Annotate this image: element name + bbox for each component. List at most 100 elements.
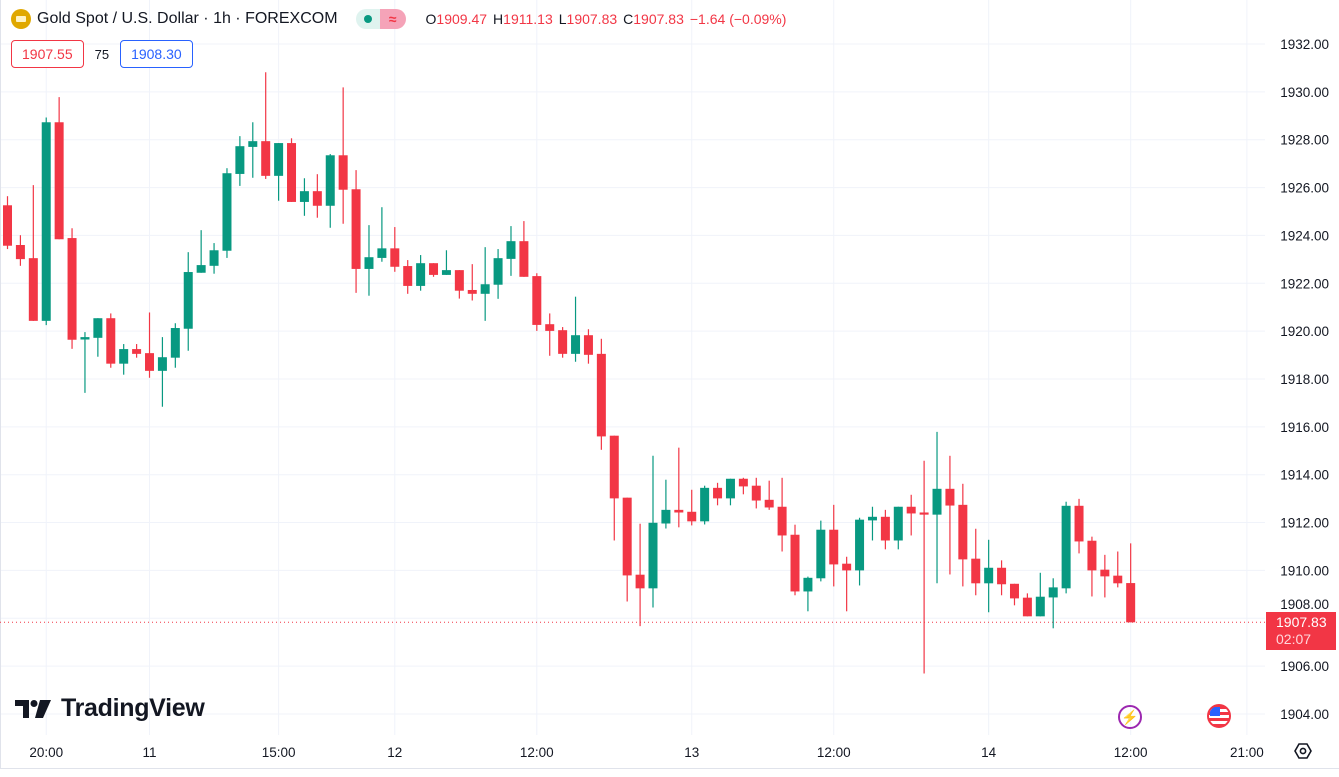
candle-down[interactable] — [751, 477, 761, 509]
candle-down[interactable] — [261, 72, 271, 179]
candle-down[interactable] — [764, 480, 774, 510]
candle-up[interactable] — [803, 576, 813, 612]
candle-down[interactable] — [1113, 551, 1123, 588]
candle-down[interactable] — [622, 497, 632, 602]
candle-up[interactable] — [725, 478, 735, 506]
candle-down[interactable] — [28, 185, 38, 321]
legend-toggle[interactable]: ≈ — [355, 9, 406, 29]
candle-down[interactable] — [132, 344, 142, 358]
candle-up[interactable] — [1048, 578, 1058, 629]
candle-down[interactable] — [403, 260, 413, 294]
candle-up[interactable] — [571, 296, 581, 362]
candle-down[interactable] — [777, 477, 787, 552]
candle-up[interactable] — [364, 225, 374, 296]
candle-up[interactable] — [416, 255, 426, 291]
candle-up[interactable] — [209, 243, 219, 274]
candle-up[interactable] — [1061, 501, 1071, 594]
candle-up[interactable] — [196, 230, 206, 273]
market-status-dot-icon[interactable] — [355, 9, 380, 29]
candle-down[interactable] — [583, 329, 593, 364]
candle-up[interactable] — [984, 539, 994, 613]
candle-down[interactable] — [287, 138, 297, 202]
candle-up[interactable] — [235, 136, 245, 186]
candle-up[interactable] — [119, 344, 129, 375]
candle-up[interactable] — [377, 207, 387, 262]
candle-down[interactable] — [958, 483, 968, 587]
candle-down[interactable] — [67, 228, 77, 349]
candle-down[interactable] — [312, 174, 322, 218]
candle-down[interactable] — [906, 494, 916, 536]
candle-down[interactable] — [790, 524, 800, 596]
candle-up[interactable] — [299, 178, 309, 216]
candle-down[interactable] — [1100, 554, 1110, 598]
candle-down[interactable] — [558, 327, 568, 358]
candle-down[interactable] — [829, 504, 839, 587]
us-flag-icon[interactable] — [1207, 704, 1231, 728]
candle-down[interactable] — [674, 447, 684, 528]
candle-up[interactable] — [157, 337, 167, 407]
candle-up[interactable] — [441, 250, 451, 275]
candle-down[interactable] — [454, 270, 464, 299]
candle-down[interactable] — [1022, 593, 1032, 617]
candle-down[interactable] — [713, 482, 723, 506]
candle-down[interactable] — [1087, 536, 1097, 597]
approx-icon[interactable]: ≈ — [379, 9, 406, 29]
candle-down[interactable] — [351, 170, 361, 293]
candle-down[interactable] — [997, 560, 1007, 596]
candle-up[interactable] — [700, 485, 710, 525]
price-axis[interactable]: 1904.00 1906.00 1908.00 1910.00 1912.00 1914.… — [1280, 37, 1329, 722]
candle-up[interactable] — [1035, 572, 1045, 617]
candle-up[interactable] — [183, 252, 193, 351]
candle-up[interactable] — [480, 247, 490, 321]
candle-up[interactable] — [648, 455, 658, 608]
candle-down[interactable] — [390, 227, 400, 272]
candle-down[interactable] — [971, 528, 981, 596]
symbol-title[interactable]: Gold Spot / U.S. Dollar · 1h · FOREXCOM — [37, 10, 338, 27]
candle-down[interactable] — [687, 489, 697, 526]
candle-up[interactable] — [893, 506, 903, 550]
candle-up[interactable] — [816, 520, 826, 582]
time-axis[interactable]: 20:00 11 15:00 12 12:00 13 12:00 14 12:00 21:00 — [29, 745, 1263, 760]
candle-down[interactable] — [519, 221, 529, 277]
candle-down[interactable] — [596, 338, 606, 450]
tradingview-logo[interactable]: TradingView — [15, 694, 205, 723]
buy-button[interactable]: 1908.30 — [120, 40, 193, 68]
candle-down[interactable] — [919, 460, 929, 674]
candle-down[interactable] — [609, 435, 619, 541]
candle-down[interactable] — [532, 273, 542, 331]
candle-down[interactable] — [106, 313, 116, 368]
candle-down[interactable] — [1074, 498, 1084, 554]
candle-down[interactable] — [880, 509, 890, 550]
candle-up[interactable] — [661, 479, 671, 529]
candle-down[interactable] — [1126, 543, 1136, 623]
sell-button[interactable]: 1907.55 — [11, 40, 84, 68]
candle-down[interactable] — [635, 523, 645, 627]
candle-down[interactable] — [1009, 583, 1019, 606]
candle-down[interactable] — [545, 313, 555, 356]
candle-down[interactable] — [54, 97, 64, 240]
candle-down[interactable] — [15, 235, 25, 266]
candle-up[interactable] — [222, 168, 232, 258]
candle-up[interactable] — [248, 122, 258, 178]
candle-down[interactable] — [145, 312, 155, 378]
candle-up[interactable] — [493, 249, 503, 299]
candle-down[interactable] — [738, 477, 748, 495]
candle-down[interactable] — [338, 87, 348, 224]
candle-up[interactable] — [325, 154, 335, 228]
candle-up[interactable] — [506, 226, 516, 276]
candle-up[interactable] — [867, 506, 877, 541]
candle-down[interactable] — [429, 263, 439, 277]
candle-up[interactable] — [93, 318, 103, 357]
settings-icon[interactable] — [1293, 741, 1313, 761]
candle-up[interactable] — [274, 143, 284, 201]
candle-up[interactable] — [80, 332, 90, 393]
candle-up[interactable] — [855, 517, 865, 586]
candle-up[interactable] — [932, 431, 942, 584]
lightning-icon[interactable]: ⚡ — [1118, 705, 1142, 729]
candle-down[interactable] — [467, 264, 477, 301]
candle-down[interactable] — [3, 196, 12, 250]
candle-up[interactable] — [41, 117, 51, 326]
candle-up[interactable] — [170, 323, 180, 368]
candle-down[interactable] — [842, 556, 852, 612]
